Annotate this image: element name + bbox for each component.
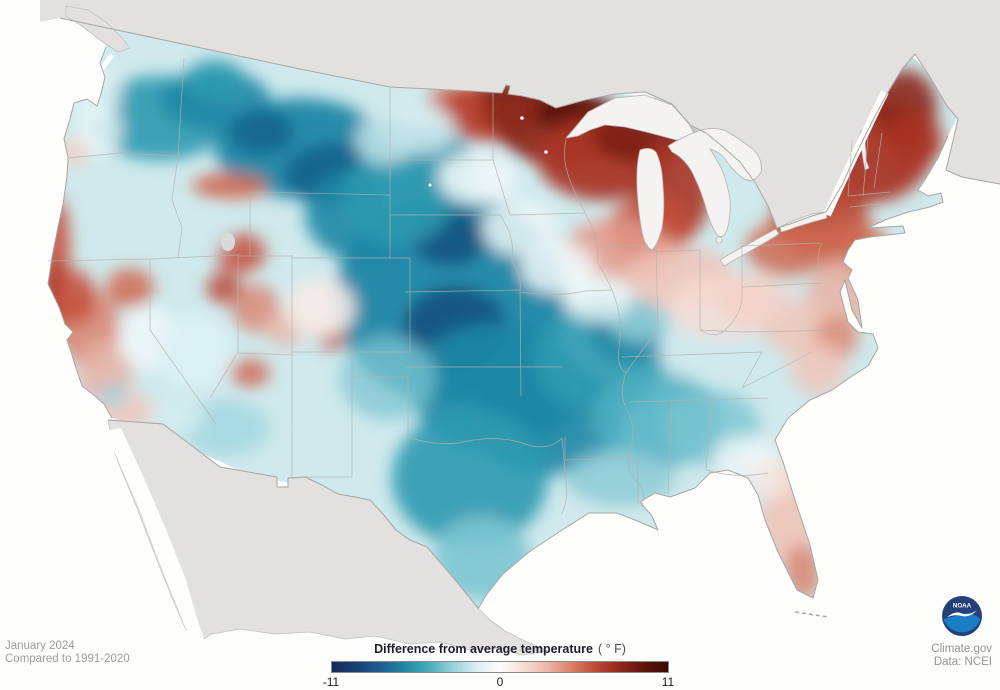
great-lakes (564, 94, 870, 267)
state-boundaries (47, 57, 897, 516)
lake-huron (667, 128, 762, 238)
legend-title: Difference from average temperature ( ° F… (250, 642, 750, 656)
legend-colorbar (331, 661, 669, 673)
noaa-logo-gull (947, 610, 977, 618)
noaa-logo-ocean (943, 613, 981, 633)
noaa-logo: NOAA (942, 596, 982, 636)
national-borders (59, 17, 1000, 609)
great-salt-lake (221, 233, 235, 251)
lake-michigan (636, 148, 665, 251)
noaa-logo-text: NOAA (953, 603, 972, 610)
florida-keys (794, 611, 829, 618)
legend-tick-min: -11 (322, 675, 340, 689)
caption-baseline: Compared to 1991-2020 (5, 653, 130, 665)
credit-data: Data: NCEI (933, 656, 992, 668)
small-lakes (221, 116, 548, 251)
legend-tick-zero: 0 (496, 675, 504, 689)
legend-title-text: Difference from average temperature (374, 642, 593, 656)
lake-st-clair (715, 236, 723, 244)
credit-source: Climate.gov (931, 643, 992, 655)
lake-ontario (779, 211, 828, 233)
legend-unit: ( ° F) (597, 642, 626, 656)
strait-juan-de-fuca (70, 53, 115, 106)
caption-period: January 2024 (5, 640, 75, 652)
legend-tick-max: 11 (661, 675, 675, 689)
gulf-of-california (105, 428, 207, 653)
